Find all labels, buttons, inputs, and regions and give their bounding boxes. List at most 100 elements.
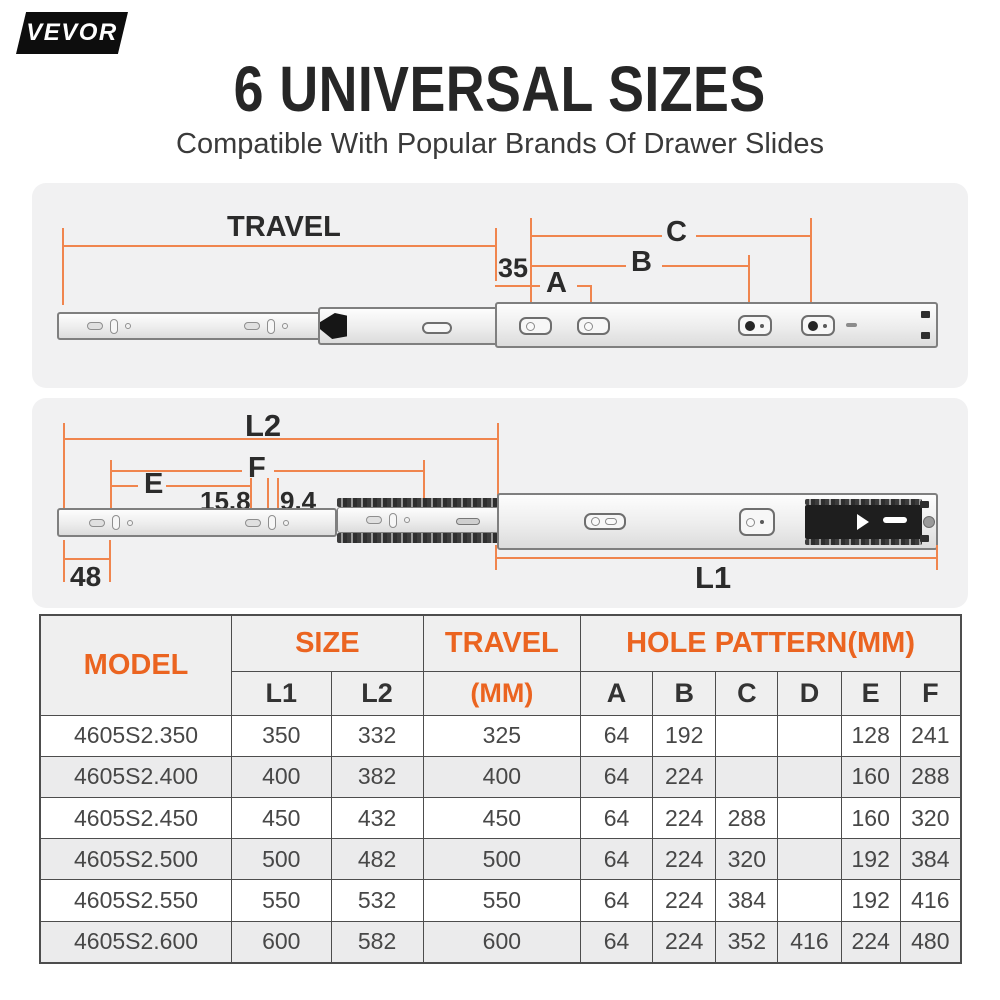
cell: 500 (422, 838, 582, 881)
arrow-icon (857, 514, 869, 530)
dim-tick (497, 423, 499, 510)
cell: 128 (840, 714, 901, 757)
rail-slot (422, 322, 452, 334)
dim-tick (63, 540, 65, 582)
dim-line-b-right (662, 265, 748, 267)
page-subtitle: Compatible With Popular Brands Of Drawer… (176, 128, 824, 160)
table-row: 4605S2.350 350 332 325 64 192 128 241 (39, 714, 962, 757)
cell: 288 (899, 755, 962, 798)
slide-middle-rail (318, 307, 498, 345)
col-header-travel: TRAVEL (422, 614, 582, 672)
cell: 482 (330, 838, 424, 881)
cell: 320 (715, 838, 779, 881)
cell-model: 4605S2.500 (39, 838, 233, 881)
col-header-l2: L2 (330, 670, 424, 716)
cell: 532 (330, 879, 424, 922)
slide-inner-rail (57, 508, 337, 537)
table-row: 4605S2.400 400 382 400 64 224 160 288 (39, 755, 962, 798)
rail-slot (456, 518, 480, 525)
cell: 450 (422, 796, 582, 840)
table-row: 4605S2.500 500 482 500 64 224 320 192 38… (39, 838, 962, 881)
cell (777, 796, 842, 840)
cell: 600 (231, 920, 332, 964)
slot-oval (605, 518, 617, 525)
dim-tick (63, 423, 65, 508)
dim-line-c-left (530, 235, 662, 237)
hole-slot (389, 512, 397, 528)
cell-model: 4605S2.550 (39, 879, 233, 922)
cell (715, 755, 779, 798)
dim-line-e-right (166, 485, 250, 487)
bearing-strip (805, 499, 922, 505)
mounting-holes-group (87, 314, 131, 338)
spec-table: MODEL SIZE TRAVEL HOLE PATTERN(MM) L1 L2… (39, 614, 962, 964)
dim-label-e: E (144, 468, 164, 500)
hole-oval (87, 322, 103, 330)
hole-slot (267, 318, 275, 334)
end-square (920, 535, 929, 542)
end-square (920, 501, 929, 508)
hole-oval (244, 322, 260, 330)
cell: 224 (651, 755, 717, 798)
cell: 450 (231, 796, 332, 840)
slot-hole (526, 321, 535, 331)
bearing-strip (805, 539, 922, 545)
cell-model: 4605S2.350 (39, 714, 233, 757)
slide-inner-rail (57, 312, 322, 340)
cell: 416 (899, 879, 962, 922)
rail-dash (846, 323, 857, 327)
dim-tick (250, 478, 252, 511)
cell: 160 (840, 796, 901, 840)
dim-tick (109, 540, 111, 582)
cell-model: 4605S2.400 (39, 755, 233, 798)
hole-oval (89, 518, 105, 527)
cell: 384 (899, 838, 962, 881)
cell: 224 (651, 920, 717, 964)
cell: 416 (777, 920, 842, 964)
dim-label-travel: TRAVEL (227, 211, 341, 243)
col-header-e: E (840, 670, 901, 716)
col-header-model: MODEL (39, 614, 233, 716)
dim-line-a-left (495, 285, 540, 287)
col-header-travel-unit: (MM) (422, 670, 582, 716)
cell: 325 (422, 714, 582, 757)
dim-line-48 (63, 558, 109, 560)
cell: 400 (231, 755, 332, 798)
hole-oval (366, 516, 382, 524)
dim-label-48: 48 (70, 561, 102, 592)
end-square (921, 311, 930, 318)
cell: 500 (231, 838, 332, 881)
cell: 192 (651, 714, 717, 757)
col-header-f: F (899, 670, 962, 716)
dim-line-a-right (577, 285, 590, 287)
col-header-size: SIZE (231, 614, 424, 672)
hole-slot (110, 318, 118, 334)
cell: 352 (715, 920, 779, 964)
dim-tick (277, 478, 279, 511)
table-row: 4605S2.600 600 582 600 64 224 352 416 22… (39, 920, 962, 964)
vevor-logo-text: VEVOR (26, 19, 118, 46)
rail-slot (801, 315, 835, 336)
cell: 224 (651, 838, 717, 881)
slot-hole (591, 517, 600, 526)
cell: 600 (422, 920, 582, 964)
cell: 288 (715, 796, 779, 840)
slide-middle-rail (337, 498, 499, 543)
dim-tick (495, 228, 497, 281)
slot-hole (745, 320, 755, 331)
rail-slot (739, 508, 775, 536)
cell: 400 (422, 755, 582, 798)
diagram-panel-top: TRAVEL 35 C B A (32, 183, 968, 388)
cell-model: 4605S2.600 (39, 920, 233, 964)
dim-label-l1: L1 (695, 560, 732, 595)
vevor-logo: VEVOR (16, 12, 128, 54)
rail-slot (519, 317, 552, 335)
slide-outer-rail (497, 493, 938, 550)
dim-line-e-left (110, 485, 138, 487)
cell: 224 (840, 920, 901, 964)
cell (715, 714, 779, 757)
cell: 224 (651, 796, 717, 840)
dim-line-f-right (274, 470, 423, 472)
dim-tick (936, 545, 938, 570)
mounting-holes-group (244, 314, 288, 338)
